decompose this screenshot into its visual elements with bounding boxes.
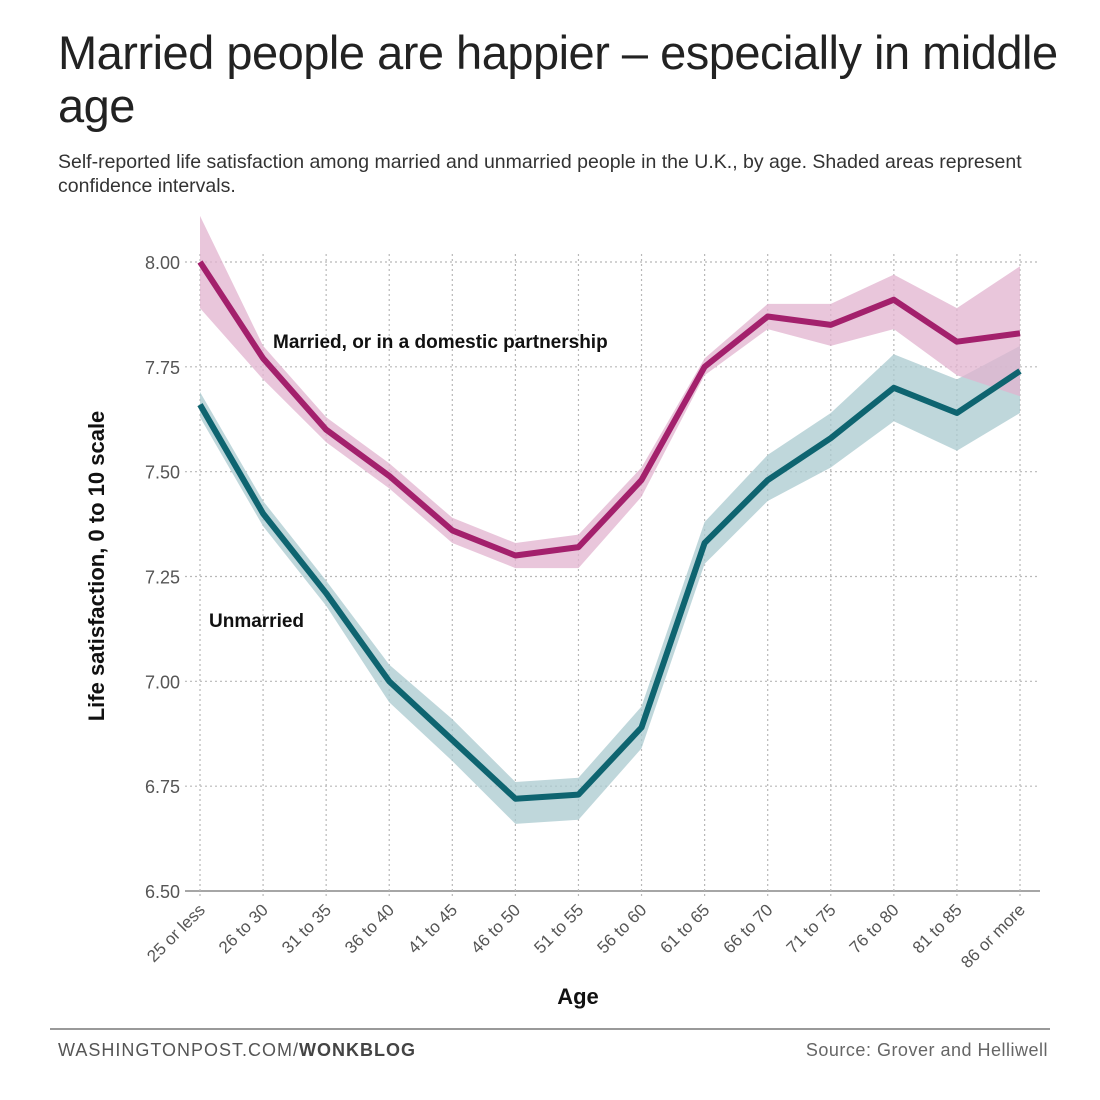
x-tick-label: 71 to 75: [783, 900, 840, 957]
confidence-band-married: [200, 215, 1020, 569]
x-tick-label: 81 to 85: [909, 900, 966, 957]
series-label-unmarried: Unmarried: [209, 611, 304, 632]
x-axis-label: Age: [557, 984, 599, 1009]
x-tick-label: 76 to 80: [846, 900, 903, 957]
x-tick-label: 61 to 65: [657, 900, 714, 957]
y-tick-label: 6.75: [145, 777, 180, 797]
x-tick-label: 56 to 60: [593, 900, 650, 957]
y-axis-ticks: 6.50 6.75 7.00 7.25 7.50 7.75 8.00: [145, 253, 180, 902]
series-lines: [197, 260, 1022, 802]
x-tick-label: 36 to 40: [341, 900, 398, 957]
x-tick-label: 66 to 70: [720, 900, 777, 957]
series-line-married: [197, 260, 1021, 559]
x-tick-label: 31 to 35: [278, 900, 335, 957]
x-tick-label: 86 or more: [957, 900, 1029, 972]
x-tick-label: 51 to 55: [530, 900, 587, 957]
chart-title: Married people are happier – especially …: [58, 26, 1058, 132]
footer-source: Source: Grover and Helliwell: [805, 1040, 1048, 1060]
chart-subtitle: Self-reported life satisfaction among ma…: [58, 151, 1022, 197]
y-tick-label: 7.75: [145, 358, 180, 378]
footer-site: WASHINGTONPOST.COM/: [58, 1040, 300, 1060]
confidence-bands: [200, 215, 1020, 824]
footer-divider: [50, 1028, 1050, 1030]
y-tick-label: 7.25: [145, 568, 180, 588]
x-axis-ticks: 25 or less 26 to 30 31 to 35 36 to 40 41 to …: [143, 900, 1029, 972]
x-tick-label: 26 to 30: [215, 900, 272, 957]
y-tick-label: 6.50: [145, 882, 180, 902]
y-tick-label: 8.00: [145, 253, 180, 273]
series-label-married: Married, or in a domestic partnership: [273, 332, 608, 353]
x-tick-label: 41 to 45: [404, 900, 461, 957]
y-tick-label: 7.00: [145, 672, 180, 692]
grid-lines: [185, 254, 1040, 897]
footer-section: WONKBLOG: [299, 1040, 416, 1060]
x-tick-label: 25 or less: [143, 900, 209, 966]
confidence-band-unmarried: [200, 345, 1020, 824]
y-axis-label: Life satisfaction, 0 to 10 scale: [84, 411, 109, 722]
x-tick-label: 46 to 50: [467, 900, 524, 957]
y-tick-label: 7.50: [145, 463, 180, 483]
series-line-unmarried: [197, 368, 1022, 802]
footer-credit: WASHINGTONPOST.COM/WONKBLOG: [58, 1040, 416, 1061]
